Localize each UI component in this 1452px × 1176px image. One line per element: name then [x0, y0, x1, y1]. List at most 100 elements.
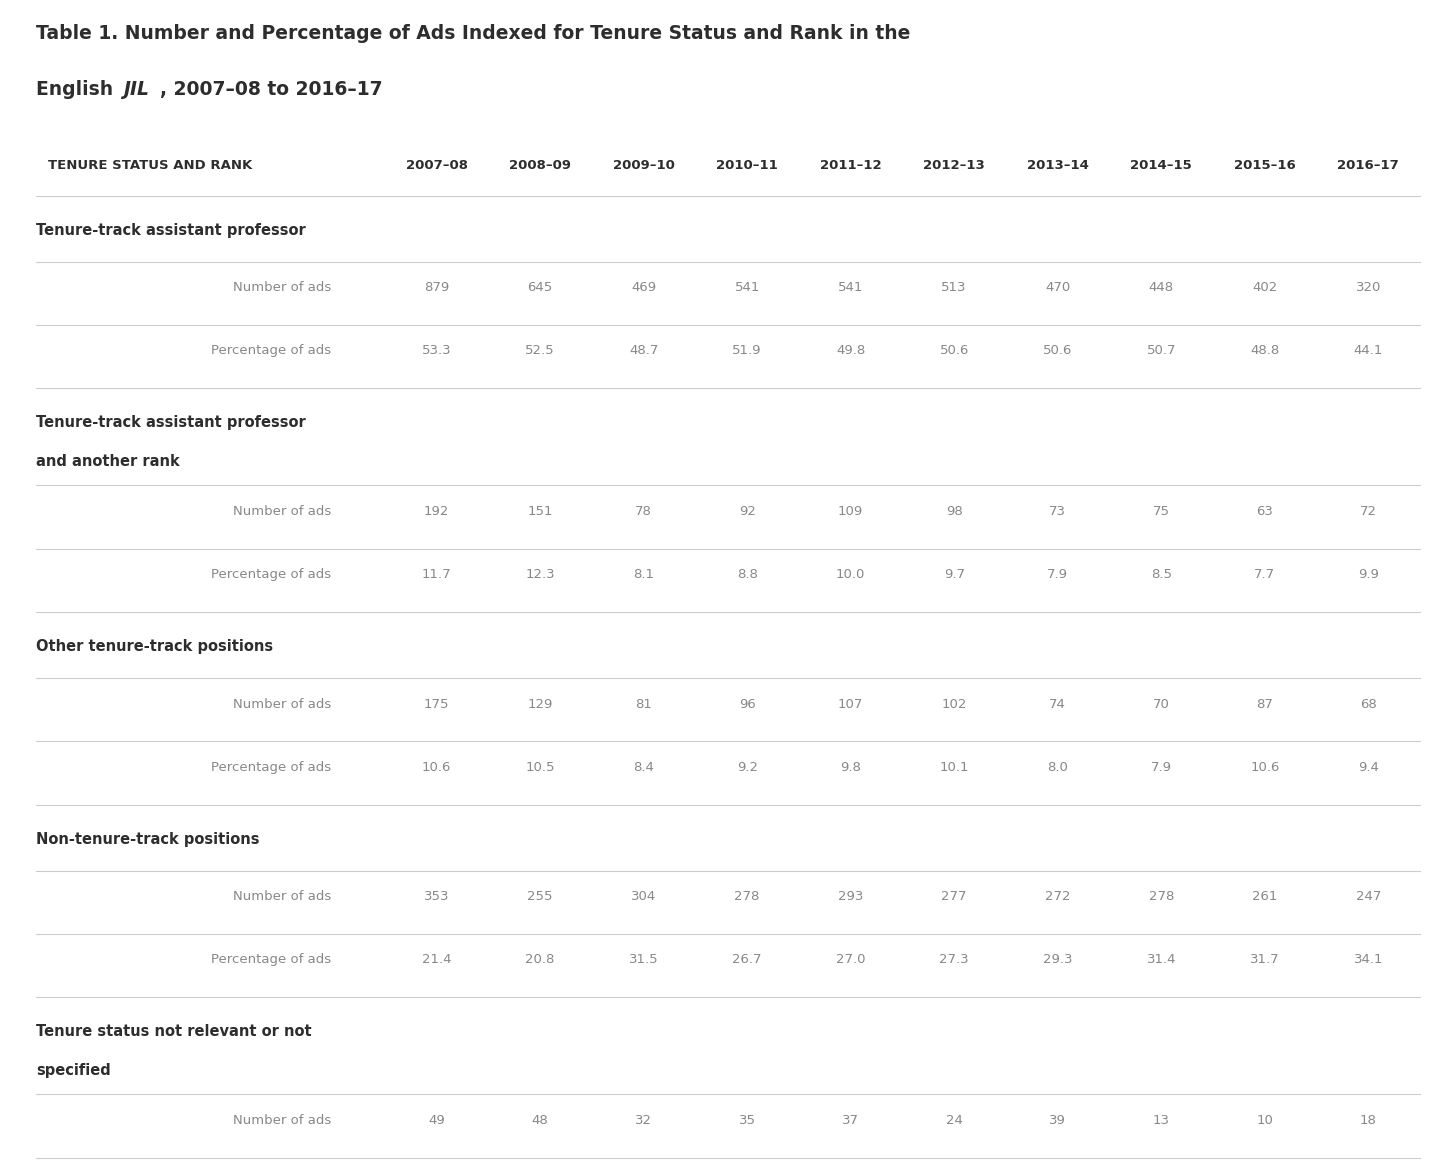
Text: 20.8: 20.8: [526, 954, 555, 967]
Text: 92: 92: [739, 505, 755, 517]
Text: Number of ads: Number of ads: [232, 505, 331, 517]
Text: 2007–08: 2007–08: [405, 159, 468, 172]
Text: Percentage of ads: Percentage of ads: [211, 761, 331, 774]
Text: 278: 278: [1149, 890, 1173, 903]
Text: 293: 293: [838, 890, 864, 903]
Text: 304: 304: [632, 890, 656, 903]
Text: 2015–16: 2015–16: [1234, 159, 1295, 172]
Text: 541: 541: [735, 281, 759, 294]
Text: 261: 261: [1252, 890, 1278, 903]
Text: 513: 513: [941, 281, 967, 294]
Text: 73: 73: [1050, 505, 1066, 517]
Text: 9.7: 9.7: [944, 568, 964, 581]
Text: 107: 107: [838, 697, 864, 710]
Text: 75: 75: [1153, 505, 1170, 517]
Text: 70: 70: [1153, 697, 1170, 710]
Text: 10: 10: [1256, 1114, 1273, 1127]
Text: 2016–17: 2016–17: [1337, 159, 1400, 172]
Text: 8.5: 8.5: [1151, 568, 1172, 581]
Text: 2010–11: 2010–11: [716, 159, 778, 172]
Text: 44.1: 44.1: [1353, 345, 1382, 358]
Text: 2008–09: 2008–09: [510, 159, 571, 172]
Text: 2013–14: 2013–14: [1027, 159, 1089, 172]
Text: 7.7: 7.7: [1255, 568, 1275, 581]
Text: 2011–12: 2011–12: [820, 159, 881, 172]
Text: 50.7: 50.7: [1147, 345, 1176, 358]
Text: 13: 13: [1153, 1114, 1170, 1127]
Text: 151: 151: [527, 505, 553, 517]
Text: 7.9: 7.9: [1151, 761, 1172, 774]
Text: 469: 469: [632, 281, 656, 294]
Text: 645: 645: [527, 281, 553, 294]
Text: 98: 98: [945, 505, 963, 517]
Text: 31.5: 31.5: [629, 954, 658, 967]
Text: 9.2: 9.2: [736, 761, 758, 774]
Text: 353: 353: [424, 890, 449, 903]
Text: 10.6: 10.6: [1250, 761, 1279, 774]
Text: 129: 129: [527, 697, 553, 710]
Text: 2012–13: 2012–13: [923, 159, 984, 172]
Text: 2014–15: 2014–15: [1130, 159, 1192, 172]
Text: 50.6: 50.6: [939, 345, 968, 358]
Text: 21.4: 21.4: [421, 954, 452, 967]
Text: 277: 277: [941, 890, 967, 903]
Text: 10.5: 10.5: [526, 761, 555, 774]
Text: 18: 18: [1361, 1114, 1376, 1127]
Text: 49.8: 49.8: [836, 345, 865, 358]
Text: 48.7: 48.7: [629, 345, 658, 358]
Text: 272: 272: [1045, 890, 1070, 903]
Text: 39: 39: [1050, 1114, 1066, 1127]
Text: 37: 37: [842, 1114, 860, 1127]
Text: 10.6: 10.6: [423, 761, 452, 774]
Text: 96: 96: [739, 697, 755, 710]
Text: Number of ads: Number of ads: [232, 281, 331, 294]
Text: 9.4: 9.4: [1358, 761, 1379, 774]
Text: 32: 32: [635, 1114, 652, 1127]
Text: 175: 175: [424, 697, 449, 710]
Text: 34.1: 34.1: [1353, 954, 1384, 967]
Text: 9.8: 9.8: [841, 761, 861, 774]
Text: 470: 470: [1045, 281, 1070, 294]
Text: 87: 87: [1256, 697, 1273, 710]
Text: 11.7: 11.7: [421, 568, 452, 581]
Text: 27.3: 27.3: [939, 954, 968, 967]
Text: 8.8: 8.8: [736, 568, 758, 581]
Text: 7.9: 7.9: [1047, 568, 1069, 581]
Text: 51.9: 51.9: [732, 345, 762, 358]
Text: Number of ads: Number of ads: [232, 1114, 331, 1127]
Text: 247: 247: [1356, 890, 1381, 903]
Text: 102: 102: [941, 697, 967, 710]
Text: 49: 49: [428, 1114, 444, 1127]
Text: 8.0: 8.0: [1047, 761, 1069, 774]
Text: 72: 72: [1359, 505, 1376, 517]
Text: 9.9: 9.9: [1358, 568, 1379, 581]
Text: Tenure-track assistant professor: Tenure-track assistant professor: [36, 415, 306, 430]
Text: 35: 35: [739, 1114, 755, 1127]
Text: 26.7: 26.7: [732, 954, 762, 967]
Text: 255: 255: [527, 890, 553, 903]
Text: 24: 24: [945, 1114, 963, 1127]
Text: 48: 48: [531, 1114, 549, 1127]
Text: TENURE STATUS AND RANK: TENURE STATUS AND RANK: [48, 159, 253, 172]
Text: 48.8: 48.8: [1250, 345, 1279, 358]
Text: , 2007–08 to 2016–17: , 2007–08 to 2016–17: [160, 80, 383, 99]
Text: 27.0: 27.0: [836, 954, 865, 967]
Text: 448: 448: [1149, 281, 1173, 294]
Text: 78: 78: [635, 505, 652, 517]
Text: 109: 109: [838, 505, 864, 517]
Text: 10.1: 10.1: [939, 761, 968, 774]
Text: Percentage of ads: Percentage of ads: [211, 954, 331, 967]
Text: Percentage of ads: Percentage of ads: [211, 568, 331, 581]
Text: 320: 320: [1356, 281, 1381, 294]
Text: 879: 879: [424, 281, 449, 294]
Text: 12.3: 12.3: [526, 568, 555, 581]
Text: English: English: [36, 80, 121, 99]
Text: Other tenure-track positions: Other tenure-track positions: [36, 640, 273, 654]
Text: 52.5: 52.5: [526, 345, 555, 358]
Text: Number of ads: Number of ads: [232, 697, 331, 710]
Text: 74: 74: [1050, 697, 1066, 710]
Text: JIL: JIL: [122, 80, 148, 99]
Text: 541: 541: [838, 281, 864, 294]
Text: Number of ads: Number of ads: [232, 890, 331, 903]
Text: and another rank: and another rank: [36, 454, 180, 469]
